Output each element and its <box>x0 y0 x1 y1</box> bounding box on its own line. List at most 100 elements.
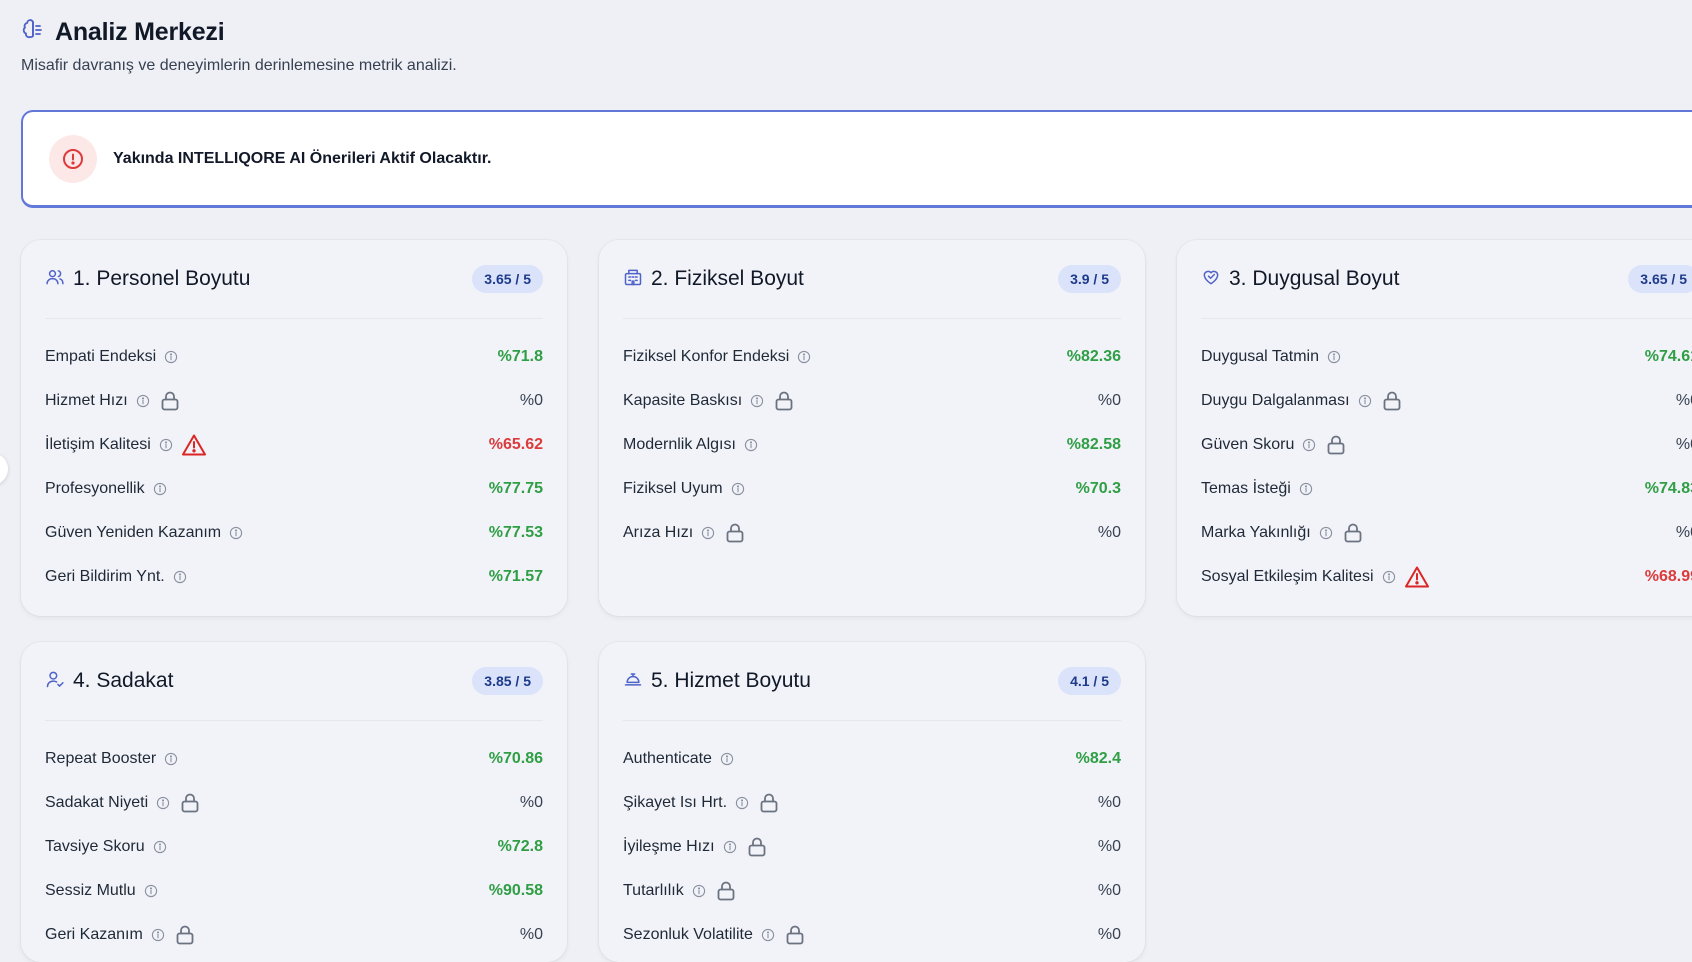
metric-label: Duygusal Tatmin <box>1201 348 1319 365</box>
info-icon[interactable] <box>723 840 737 854</box>
metric-label: Hizmet Hızı <box>45 392 128 409</box>
metric-value: %71.57 <box>488 568 543 585</box>
metric-row: Tavsiye Skoru %72.8 <box>45 825 543 869</box>
info-icon[interactable] <box>153 840 167 854</box>
metric-value: %65.62 <box>488 436 543 453</box>
info-icon[interactable] <box>797 350 811 364</box>
metric-row: Sezonluk Volatilite %0 <box>623 913 1121 957</box>
metric-label: Empati Endeksi <box>45 348 157 365</box>
metric-label: Modernlik Algısı <box>623 436 736 453</box>
metric-label: Arıza Hızı <box>623 524 694 541</box>
info-icon[interactable] <box>229 526 243 540</box>
info-icon[interactable] <box>1382 570 1396 584</box>
metric-row: Hizmet Hızı %0 <box>45 379 543 423</box>
info-icon[interactable] <box>744 438 758 452</box>
dimension-card: 4. Sadakat 3.85 / 5 Repeat Booster %70.86 Sa… <box>21 642 567 962</box>
metric-label: Sadakat Niyeti <box>45 794 149 811</box>
metric-row: Güven Yeniden Kazanım %77.53 <box>45 511 543 555</box>
metric-value: %68.99 <box>1644 568 1692 585</box>
user-check-icon <box>45 669 65 694</box>
metric-value: %90.58 <box>488 882 543 899</box>
metric-value: %70.3 <box>1075 480 1121 497</box>
card-header: 2. Fiziksel Boyut 3.9 / 5 <box>623 240 1121 319</box>
metric-value: %0 <box>1097 926 1121 943</box>
page-title: Analiz Merkezi <box>55 18 225 46</box>
info-icon[interactable] <box>1358 394 1372 408</box>
metric-value: %77.75 <box>488 480 543 497</box>
sidebar-toggle-handle[interactable] <box>0 453 8 485</box>
card-header: 3. Duygusal Boyut 3.65 / 5 <box>1201 240 1692 319</box>
concierge-bell-icon <box>623 669 643 694</box>
metric-value: %74.83 <box>1644 480 1692 497</box>
card-header: 1. Personel Boyutu 3.65 / 5 <box>45 240 543 319</box>
lock-icon <box>714 879 738 903</box>
info-icon[interactable] <box>1302 438 1316 452</box>
metric-row: Sosyal Etkileşim Kalitesi %68.99 <box>1201 555 1692 599</box>
info-icon[interactable] <box>1327 350 1341 364</box>
metric-value: %0 <box>1675 524 1692 541</box>
metric-row: Geri Bildirim Ynt. %71.57 <box>45 555 543 599</box>
metric-row: Sadakat Niyeti %0 <box>45 781 543 825</box>
metric-value: %0 <box>1675 392 1692 409</box>
card-header: 4. Sadakat 3.85 / 5 <box>45 642 543 721</box>
metric-label: Şikayet Isı Hrt. <box>623 794 728 811</box>
metric-row: Empati Endeksi %71.8 <box>45 335 543 379</box>
info-icon[interactable] <box>164 350 178 364</box>
banner-text: Yakında INTELLIQORE AI Önerileri Aktif O… <box>113 149 492 167</box>
lock-icon <box>772 389 796 413</box>
info-icon[interactable] <box>173 570 187 584</box>
metric-row: Tutarlılık %0 <box>623 869 1121 913</box>
lock-icon <box>158 389 182 413</box>
metric-value: %72.8 <box>497 838 543 855</box>
info-icon[interactable] <box>1319 526 1333 540</box>
metric-row: Güven Skoru %0 <box>1201 423 1692 467</box>
metric-value: %0 <box>1097 882 1121 899</box>
metric-value: %0 <box>1097 794 1121 811</box>
info-icon[interactable] <box>144 884 158 898</box>
metric-label: Tavsiye Skoru <box>45 838 145 855</box>
metric-label: Fiziksel Konfor Endeksi <box>623 348 790 365</box>
metric-row: İletişim Kalitesi %65.62 <box>45 423 543 467</box>
info-icon[interactable] <box>761 928 775 942</box>
info-icon[interactable] <box>720 752 734 766</box>
lock-icon <box>173 923 197 947</box>
info-icon[interactable] <box>164 752 178 766</box>
metric-label: Kapasite Baskısı <box>623 392 743 409</box>
metric-value: %0 <box>1097 524 1121 541</box>
metric-label: Fiziksel Uyum <box>623 480 723 497</box>
info-icon[interactable] <box>156 796 170 810</box>
dimension-card: 3. Duygusal Boyut 3.65 / 5 Duygusal Tatmin… <box>1177 240 1692 616</box>
metric-row: Fiziksel Konfor Endeksi %82.36 <box>623 335 1121 379</box>
card-title: 3. Duygusal Boyut <box>1229 267 1400 290</box>
info-icon[interactable] <box>151 928 165 942</box>
info-icon[interactable] <box>735 796 749 810</box>
dimension-card: 1. Personel Boyutu 3.65 / 5 Empati Endeksi… <box>21 240 567 616</box>
info-icon[interactable] <box>136 394 150 408</box>
score-badge: 3.85 / 5 <box>472 667 543 695</box>
metric-row: Sessiz Mutlu %90.58 <box>45 869 543 913</box>
info-icon[interactable] <box>159 438 173 452</box>
card-title: 2. Fiziksel Boyut <box>651 267 804 290</box>
metric-label: Repeat Booster <box>45 750 157 767</box>
metric-value: %0 <box>519 794 543 811</box>
info-icon[interactable] <box>692 884 706 898</box>
metric-label: Temas İsteği <box>1201 480 1291 497</box>
metric-row: İyileşme Hızı %0 <box>623 825 1121 869</box>
score-badge: 4.1 / 5 <box>1058 667 1121 695</box>
brain-icon <box>21 18 45 47</box>
score-badge: 3.65 / 5 <box>472 265 543 293</box>
metric-label: Güven Skoru <box>1201 436 1295 453</box>
lock-icon <box>745 835 769 859</box>
metric-row: Marka Yakınlığı %0 <box>1201 511 1692 555</box>
metric-row: Repeat Booster %70.86 <box>45 737 543 781</box>
metric-label: Profesyonellik <box>45 480 145 497</box>
info-icon[interactable] <box>701 526 715 540</box>
info-icon[interactable] <box>153 482 167 496</box>
info-icon[interactable] <box>750 394 764 408</box>
metric-label: Sosyal Etkileşim Kalitesi <box>1201 568 1374 585</box>
card-header: 5. Hizmet Boyutu 4.1 / 5 <box>623 642 1121 721</box>
info-icon[interactable] <box>731 482 745 496</box>
metric-row: Profesyonellik %77.75 <box>45 467 543 511</box>
lock-icon <box>178 791 202 815</box>
info-icon[interactable] <box>1299 482 1313 496</box>
